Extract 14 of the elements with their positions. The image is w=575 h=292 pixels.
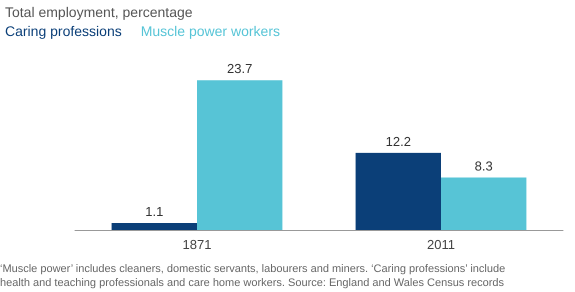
text: Muscle power workers [140, 23, 280, 39]
bar [197, 80, 282, 230]
data-label: 1.1 [145, 204, 164, 220]
x-tick-label: 2011 [427, 237, 455, 252]
chart-title: Total employment, percentage [5, 4, 193, 20]
bar [441, 178, 526, 230]
data-label: 23.7 [227, 61, 252, 76]
bar [112, 223, 197, 230]
data-label: 8.3 [474, 158, 493, 174]
data-label: 12.2 [386, 134, 411, 149]
text: ‘Muscle power’ includes cleaners, domestic servants, labourers and miners. ‘Caring professions’ include health and teaching professionals and care home workers. Source: England and Wales Census records [0, 263, 508, 289]
text: Caring professions [5, 23, 122, 39]
bar [356, 152, 441, 230]
x-tick-label: 1871 [182, 237, 212, 252]
